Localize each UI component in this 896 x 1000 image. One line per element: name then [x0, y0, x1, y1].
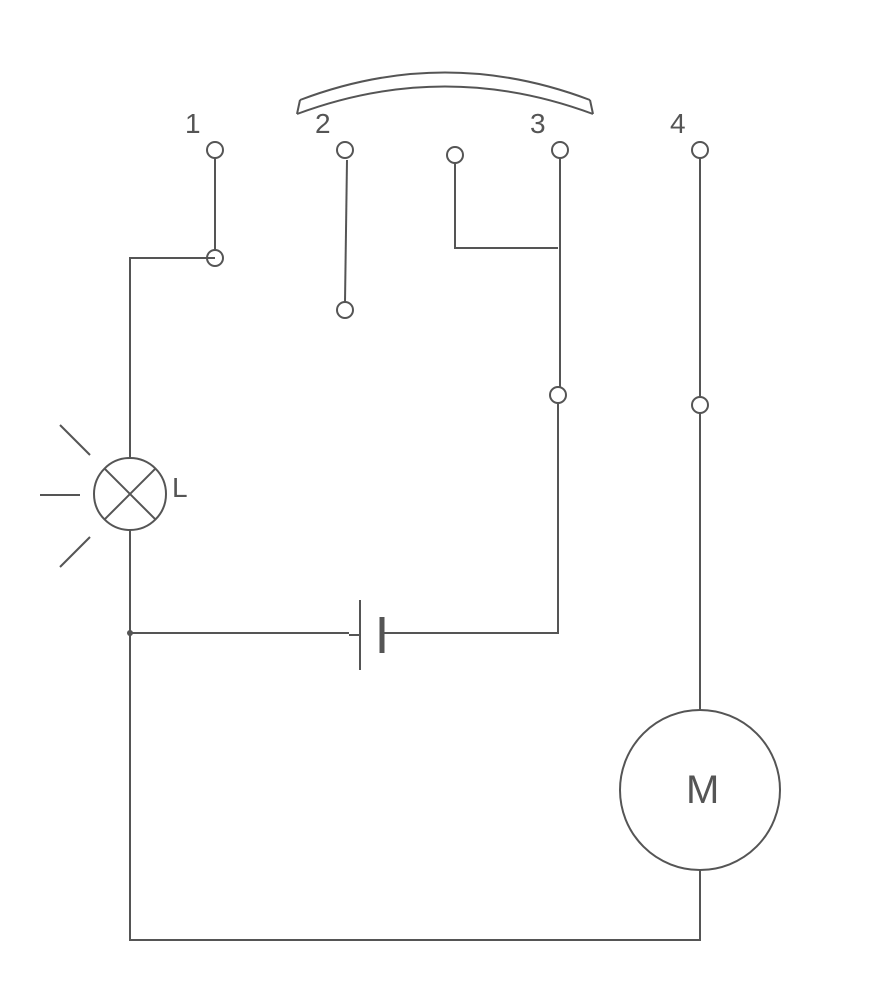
terminal-4-label: 4	[670, 108, 686, 140]
terminal-2-label: 2	[315, 108, 331, 140]
terminal-3-label: 3	[530, 108, 546, 140]
circuit-diagram	[0, 0, 896, 1000]
lamp-label: L	[172, 472, 188, 504]
terminal-1-label: 1	[185, 108, 201, 140]
motor-label: M	[686, 768, 719, 813]
